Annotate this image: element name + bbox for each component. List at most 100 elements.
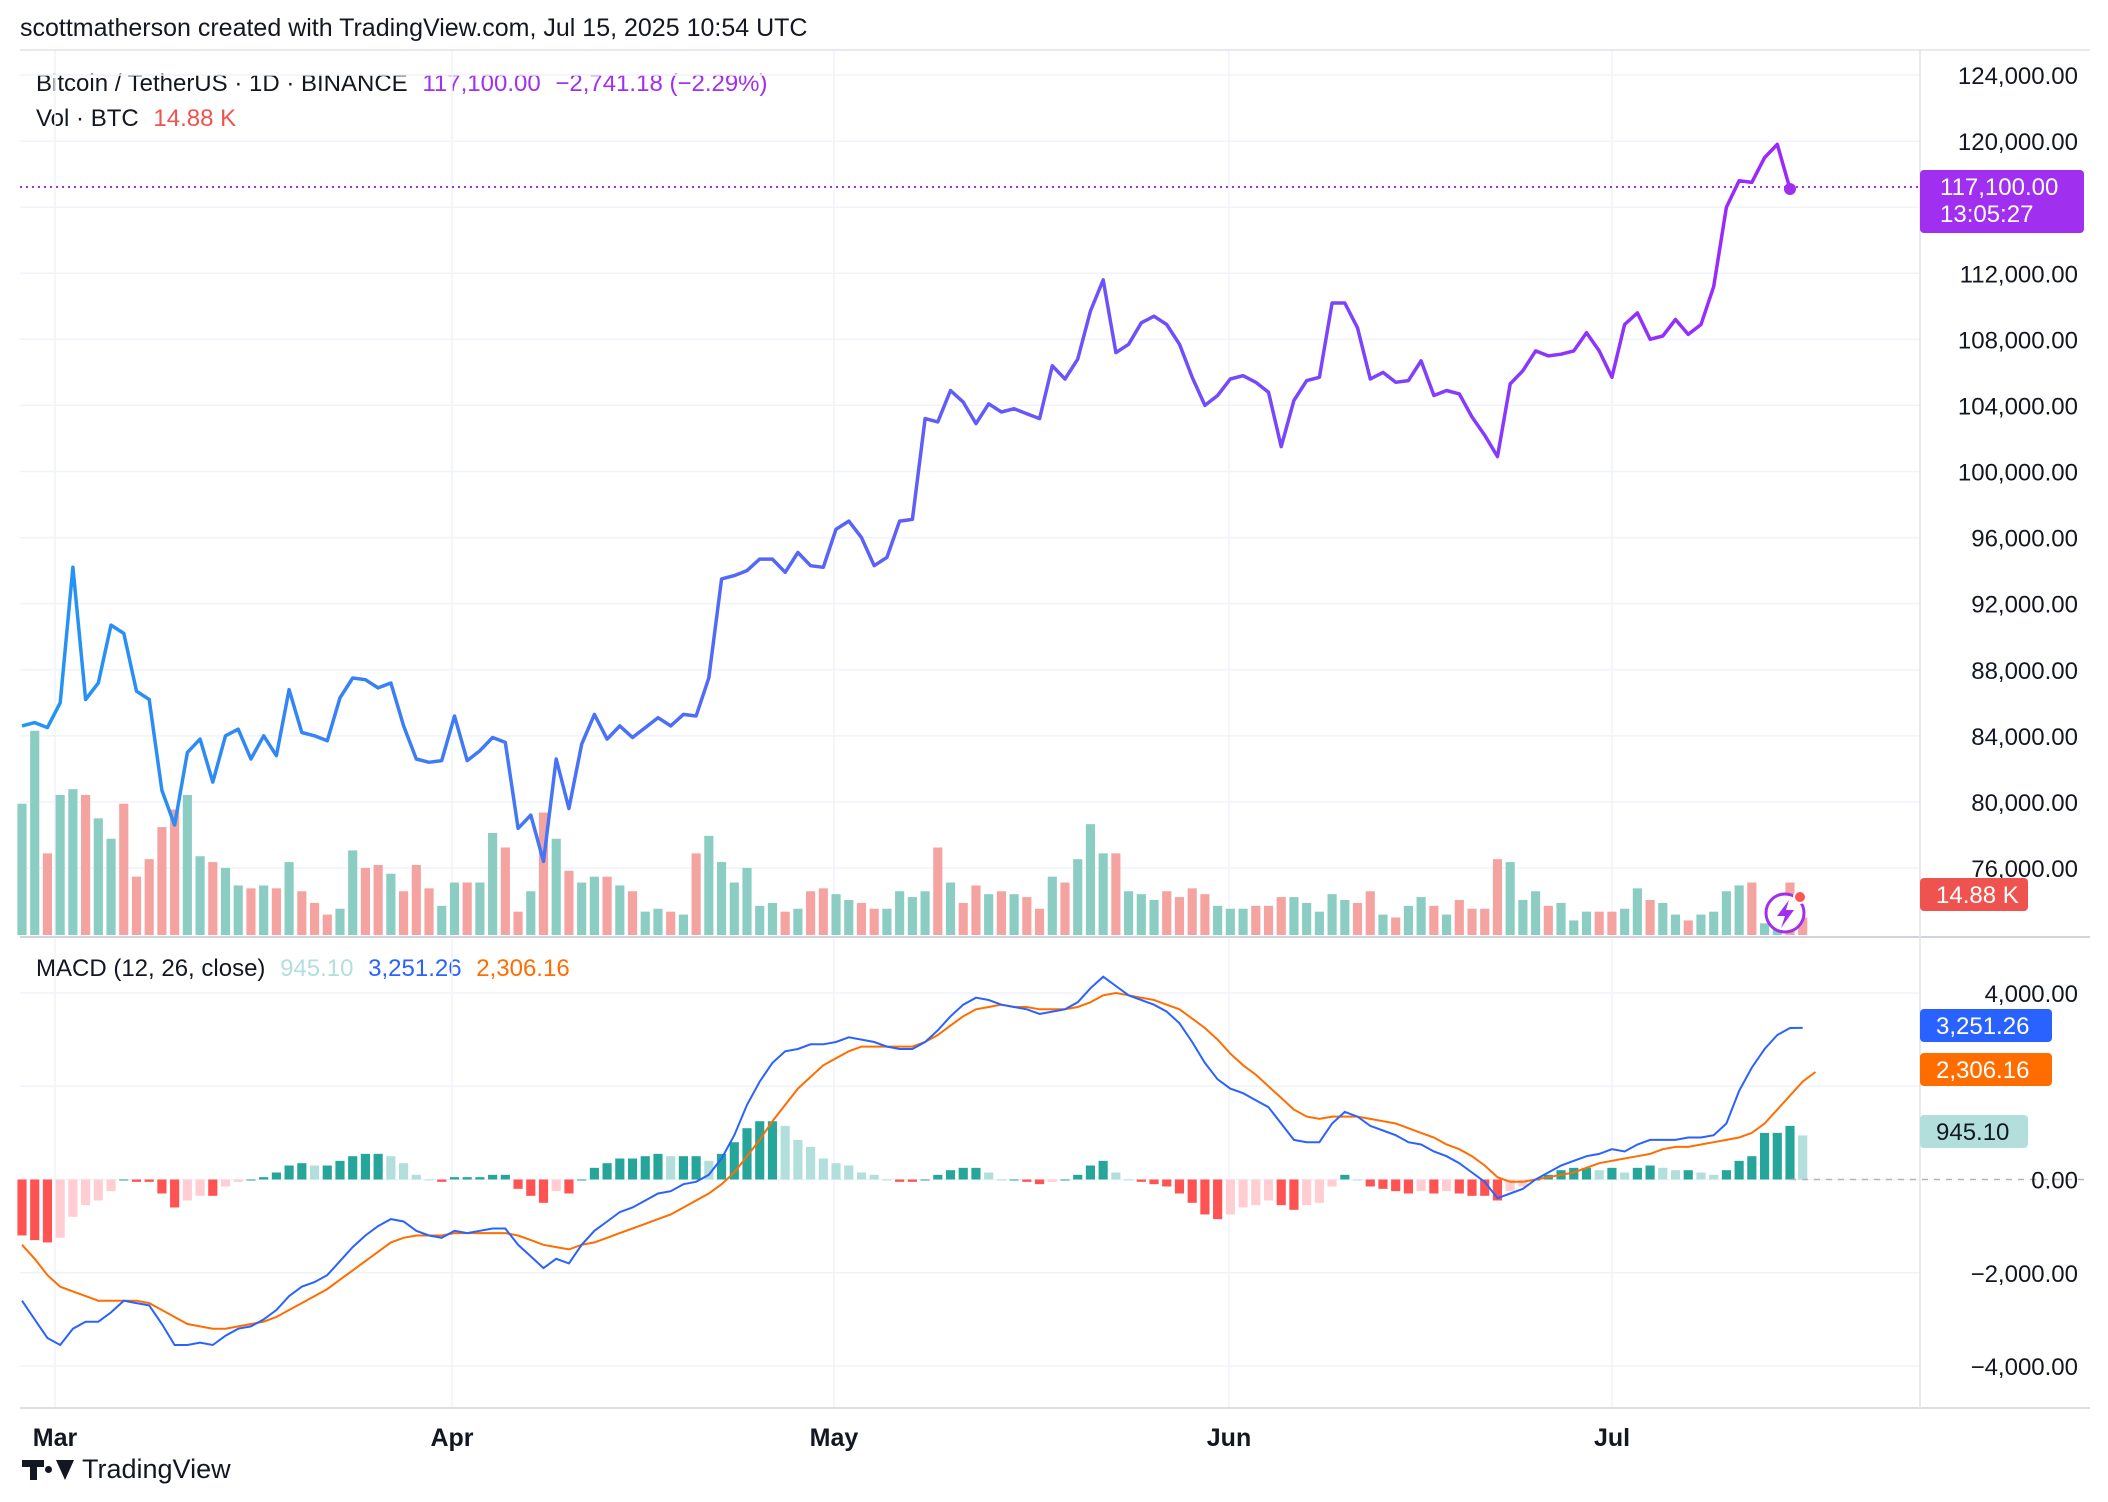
macd-histogram-bar xyxy=(271,1172,281,1180)
volume-bar xyxy=(360,867,371,935)
volume-label: Vol · BTC xyxy=(36,105,139,132)
price-tick-label: 92,000.00 xyxy=(1971,592,2078,619)
macd-histogram-bar xyxy=(131,1179,142,1182)
macd-histogram-bar xyxy=(1569,1167,1579,1180)
volume-bar xyxy=(131,876,142,935)
volume-bar xyxy=(984,894,994,935)
macd-histogram-bar xyxy=(1213,1179,1223,1220)
macd-histogram-bar xyxy=(1670,1170,1681,1180)
volume-bar xyxy=(844,900,854,935)
price-tick-label: 124,000.00 xyxy=(1958,63,2078,90)
volume-bar xyxy=(1213,905,1223,935)
volume-bar xyxy=(1302,902,1312,935)
volume-bar xyxy=(220,867,231,935)
volume-bar xyxy=(1670,914,1681,935)
volume-badge: 14.88 K xyxy=(1920,878,2028,911)
volume-bar xyxy=(1454,900,1464,935)
volume-bar xyxy=(1709,911,1719,935)
macd-histogram-bar xyxy=(399,1163,409,1180)
volume-bar xyxy=(856,902,867,935)
volume-bar xyxy=(1314,911,1324,935)
macd-histogram-bar xyxy=(284,1165,294,1180)
volume-bar xyxy=(538,812,549,935)
macd-histogram-bar xyxy=(1798,1135,1808,1180)
macd-histogram-bar xyxy=(309,1165,320,1180)
macd-line-badge-label: 3,251.26 xyxy=(1936,1013,2029,1040)
signal-badge: 2,306.16 xyxy=(1920,1053,2052,1086)
macd-histogram-bar xyxy=(920,1179,930,1181)
macd-histogram-bar xyxy=(1225,1179,1235,1215)
volume-bar xyxy=(1352,902,1363,935)
macd-histogram-bar xyxy=(1785,1125,1795,1180)
volume-bar xyxy=(1403,905,1413,935)
macd-histogram-bar xyxy=(933,1174,943,1180)
macd-histogram-bar xyxy=(1683,1170,1693,1180)
macd-histogram-bar xyxy=(1581,1167,1592,1180)
macd-histogram-bar xyxy=(1124,1179,1134,1181)
macd-histogram-bar xyxy=(1454,1179,1464,1194)
macd-histogram-bar xyxy=(729,1142,739,1180)
volume-bar xyxy=(68,789,78,935)
volume-bar xyxy=(399,891,409,935)
price-tick-label: 112,000.00 xyxy=(1960,261,2078,288)
volume-bar xyxy=(1505,862,1515,935)
macd-histogram-bar xyxy=(564,1179,574,1194)
volume-bar xyxy=(195,856,205,935)
volume-bar xyxy=(1009,894,1019,935)
volume-bar xyxy=(1022,897,1032,935)
volume-bar xyxy=(462,882,472,935)
volume-bar xyxy=(17,803,27,935)
volume-bar xyxy=(1136,894,1146,935)
volume-legend[interactable]: Vol · BTC 14.88 K xyxy=(36,105,236,133)
volume-bar xyxy=(1632,888,1642,935)
macd-histogram-bar xyxy=(335,1160,345,1180)
volume-bar xyxy=(895,891,905,935)
macd-histogram-bar xyxy=(958,1167,968,1180)
macd-histogram-bar xyxy=(348,1156,358,1180)
volume-bar xyxy=(81,795,91,935)
volume-bar xyxy=(1378,914,1388,935)
macd-histogram-bar xyxy=(627,1158,638,1180)
volume-bar xyxy=(1518,900,1528,935)
macd-histogram-bar xyxy=(157,1179,167,1194)
macd-histogram-bar xyxy=(1289,1179,1299,1210)
volume-bar xyxy=(1085,824,1096,935)
volume-bar xyxy=(1124,891,1134,935)
macd-histogram-bar xyxy=(1518,1179,1528,1187)
volume-bar xyxy=(284,862,294,935)
macd-histogram-bar xyxy=(297,1163,307,1180)
volume-bar xyxy=(793,908,803,935)
macd-histogram-bar xyxy=(577,1179,587,1181)
volume-bar xyxy=(1543,905,1553,935)
volume-bar xyxy=(373,865,383,935)
volume-bar xyxy=(1429,905,1439,935)
volume-bar xyxy=(818,888,828,935)
macd-histogram-bar xyxy=(1251,1179,1261,1206)
macd-histogram-bar xyxy=(1136,1179,1146,1182)
macd-histogram-bar xyxy=(640,1156,650,1180)
macd-histogram-bar xyxy=(767,1121,778,1180)
volume-bar xyxy=(1034,908,1045,935)
volume-bar xyxy=(767,902,778,935)
macd-histogram-bar xyxy=(678,1156,688,1180)
macd-histogram-bar xyxy=(755,1121,765,1180)
tradingview-logo[interactable]: TradingView xyxy=(22,1454,231,1485)
macd-histogram-bar xyxy=(500,1174,510,1180)
macd-histogram-bar xyxy=(1073,1174,1083,1180)
macd-legend[interactable]: MACD (12, 26, close) 945.10 3,251.26 2,3… xyxy=(36,955,570,983)
volume-bar xyxy=(589,876,599,935)
macd-histogram-bar xyxy=(589,1167,599,1180)
volume-bar xyxy=(729,882,739,935)
macd-tick-label: −4,000.00 xyxy=(1971,1354,2078,1381)
volume-bar xyxy=(1187,888,1197,935)
macd-histogram-bar xyxy=(1009,1179,1019,1181)
volume-bar xyxy=(309,902,320,935)
macd-histogram-bar xyxy=(1480,1179,1490,1196)
volume-bar xyxy=(1467,908,1477,935)
volume-bar xyxy=(1734,885,1744,935)
volume-bar xyxy=(920,891,930,935)
bolt-icon[interactable] xyxy=(1764,890,1807,934)
macd-histogram-bar xyxy=(246,1179,256,1181)
price-tick-label: 120,000.00 xyxy=(1958,129,2078,156)
